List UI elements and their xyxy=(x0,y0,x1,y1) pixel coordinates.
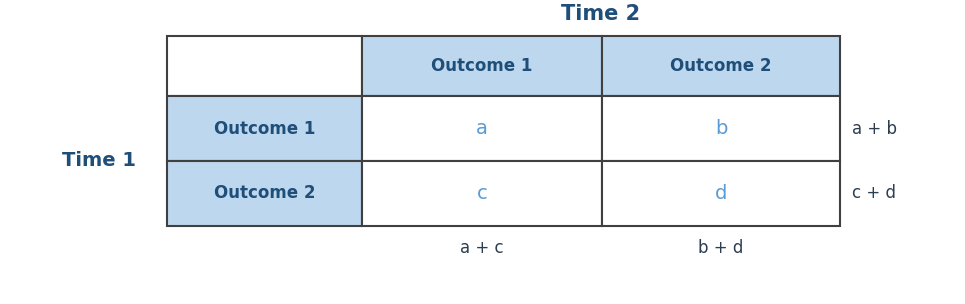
Bar xyxy=(602,161,840,226)
Text: a + c: a + c xyxy=(460,239,504,257)
Text: a: a xyxy=(476,119,488,138)
Bar xyxy=(167,96,362,161)
Text: Outcome 1: Outcome 1 xyxy=(431,57,533,75)
Text: Time 2: Time 2 xyxy=(562,4,641,24)
Text: b + d: b + d xyxy=(699,239,744,257)
Text: Outcome 2: Outcome 2 xyxy=(671,57,772,75)
Text: a + b: a + b xyxy=(852,119,897,137)
Text: d: d xyxy=(715,184,728,203)
Bar xyxy=(362,96,602,161)
Bar xyxy=(362,36,602,96)
Bar xyxy=(602,96,840,161)
Bar xyxy=(602,36,840,96)
Text: c: c xyxy=(477,184,487,203)
Text: c + d: c + d xyxy=(852,185,896,202)
Bar xyxy=(362,161,602,226)
Text: b: b xyxy=(715,119,728,138)
Text: Outcome 1: Outcome 1 xyxy=(214,119,316,137)
Bar xyxy=(167,36,362,96)
Text: Outcome 2: Outcome 2 xyxy=(214,185,316,202)
Text: Time 1: Time 1 xyxy=(62,151,136,171)
Bar xyxy=(167,161,362,226)
